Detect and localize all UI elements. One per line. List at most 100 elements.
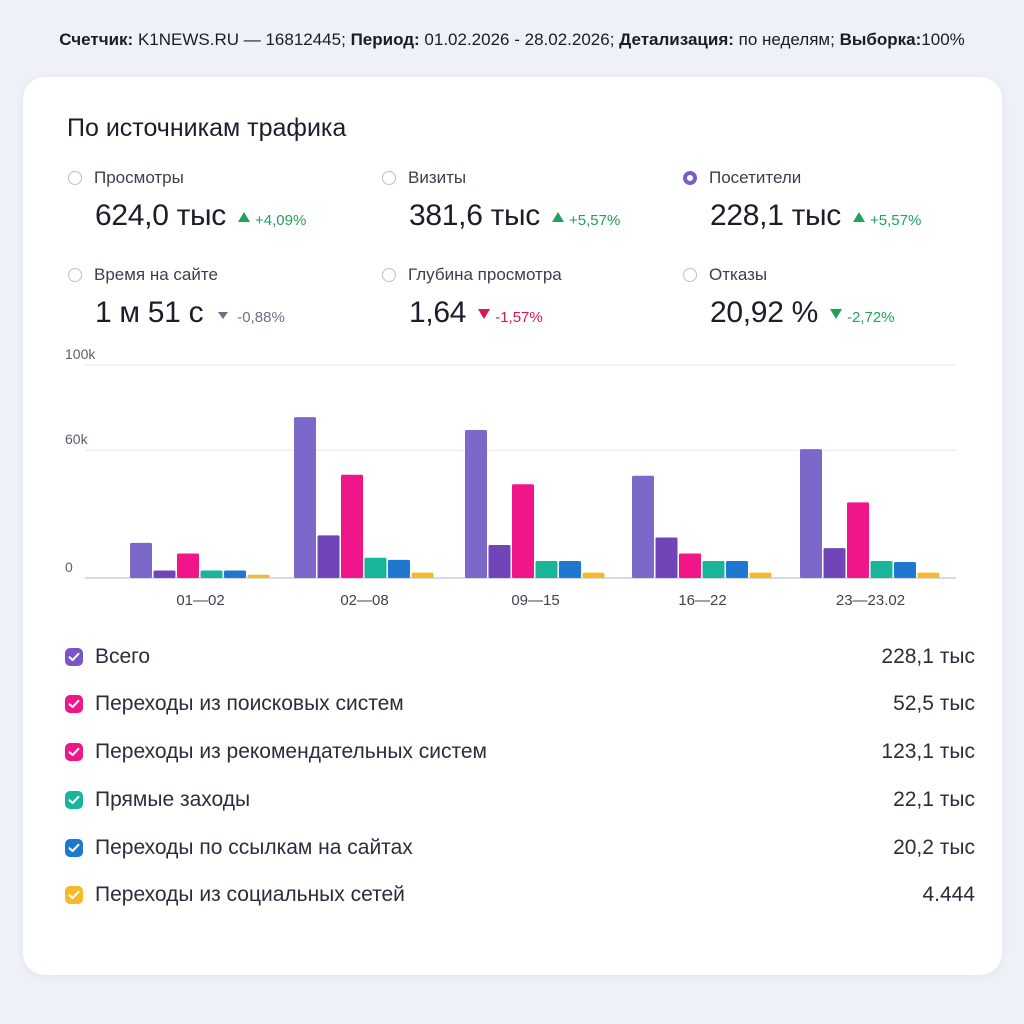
bar: [726, 560, 748, 578]
legend-value: 52,5 тыс: [893, 692, 975, 715]
legend-value: 20,2 тыс: [893, 836, 975, 859]
bar: [800, 449, 822, 578]
checkbox-icon[interactable]: [65, 839, 83, 857]
metric-radio[interactable]: [382, 171, 396, 185]
bar: [847, 502, 869, 578]
legend-item[interactable]: Всего 228,1 тыс: [65, 642, 975, 672]
bar: [200, 570, 223, 578]
metric-label: Время на сайте: [94, 265, 218, 284]
bar: [894, 562, 916, 578]
traffic-bar-chart: 100k 60k 0 01—02 02—08 09—15 16—22 23—23.02: [65, 346, 956, 609]
metric-radio[interactable]: [683, 268, 697, 282]
report-parameters: Счетчик: K1NEWS.RU — 16812445; Период: 0…: [0, 30, 1024, 50]
y-tick-label: 0: [65, 559, 73, 575]
metric-header: Отказы: [682, 264, 972, 286]
metric-row: 1 м 51 с -0,88%: [95, 296, 357, 330]
metric-5[interactable]: Отказы 20,92 % -2,72%: [682, 264, 972, 330]
detail-label: Детализация:: [619, 30, 734, 49]
legend-label: Переходы из рекомендательных систем: [95, 740, 487, 763]
bar: [388, 559, 410, 578]
legend-label: Переходы из социальных сетей: [95, 883, 405, 906]
legend-value: 123,1 тыс: [881, 740, 975, 763]
metric-label: Глубина просмотра: [408, 265, 562, 284]
metric-3[interactable]: Время на сайте 1 м 51 с -0,88%: [67, 264, 357, 330]
metric-row: 20,92 % -2,72%: [710, 296, 972, 330]
bar: [535, 560, 558, 578]
metric-row: 228,1 тыс +5,57%: [710, 199, 972, 233]
y-tick-label: 60k: [65, 431, 89, 447]
y-tick-label: 100k: [65, 346, 96, 362]
trend-down-icon: [478, 309, 491, 319]
x-tick-label: 01—02: [176, 592, 224, 609]
legend-item[interactable]: Прямые заходы 22,1 тыс: [65, 785, 975, 815]
legend-label: Переходы из поисковых систем: [95, 692, 404, 715]
sample-label: Выборка:: [839, 30, 922, 49]
metric-label: Визиты: [408, 168, 467, 187]
traffic-sources-card: По источникам трафика Просмотры 624,0 тыс…: [23, 77, 1002, 975]
checkbox-icon[interactable]: [65, 743, 83, 761]
trend-up-icon: [552, 212, 565, 222]
metric-0[interactable]: Просмотры 624,0 тыс +4,09%: [67, 167, 357, 233]
bar: [341, 474, 363, 578]
bar: [364, 557, 387, 578]
metric-row: 624,0 тыс +4,09%: [95, 199, 357, 233]
metric-2[interactable]: Посетители 228,1 тыс +5,57%: [682, 167, 972, 233]
metric-1[interactable]: Визиты 381,6 тыс +5,57%: [381, 167, 671, 233]
legend-value: 4.444: [922, 883, 975, 906]
trend-down-icon: [829, 309, 842, 319]
metric-header: Посетители: [682, 167, 972, 189]
metric-value: 624,0 тыс: [95, 199, 227, 232]
x-tick-label: 23—23.02: [836, 592, 905, 609]
bar: [465, 429, 487, 578]
metric-delta: -1,57%: [495, 309, 543, 326]
metric-delta: -2,72%: [846, 309, 895, 326]
bar: [870, 560, 893, 578]
bar: [411, 572, 434, 578]
legend-item[interactable]: Переходы из социальных сетей 4.444: [65, 880, 975, 910]
bar: [317, 535, 340, 578]
legend-item[interactable]: Переходы из поисковых систем 52,5 тыс: [65, 689, 975, 719]
x-tick-label: 02—08: [340, 592, 388, 609]
bar: [512, 484, 534, 578]
metric-value: 228,1 тыс: [710, 199, 842, 232]
checkbox-icon[interactable]: [65, 791, 83, 809]
legend-label: Прямые заходы: [95, 788, 251, 811]
metric-radio[interactable]: [68, 171, 82, 185]
metric-label: Посетители: [709, 168, 802, 187]
bar: [655, 537, 678, 578]
metric-value: 1,64: [409, 296, 467, 329]
metric-label: Отказы: [709, 265, 768, 284]
counter-label: Счетчик:: [59, 30, 134, 49]
metric-4[interactable]: Глубина просмотра 1,64 -1,57%: [381, 264, 671, 330]
checkbox-icon[interactable]: [65, 695, 83, 713]
legend-item[interactable]: Переходы по ссылкам на сайтах 20,2 тыс: [65, 833, 975, 863]
metric-radio[interactable]: [68, 268, 82, 282]
metric-label: Просмотры: [94, 168, 184, 187]
bar: [632, 475, 654, 578]
bar: [702, 560, 725, 578]
bar: [559, 560, 581, 578]
checkbox-icon[interactable]: [65, 886, 83, 904]
counter-value: K1NEWS.RU — 16812445;: [137, 30, 346, 49]
checkbox-icon[interactable]: [65, 648, 83, 666]
metric-delta: +5,57%: [870, 212, 922, 229]
x-tick-label: 09—15: [511, 592, 559, 609]
bar: [224, 570, 246, 578]
bar: [679, 553, 701, 578]
legend-label: Переходы по ссылкам на сайтах: [95, 836, 413, 859]
metric-header: Просмотры: [67, 167, 357, 189]
legend-label: Всего: [95, 645, 151, 668]
metric-value: 20,92 %: [710, 296, 818, 329]
legend-value: 228,1 тыс: [881, 645, 975, 668]
bar: [749, 572, 772, 578]
metric-radio[interactable]: [683, 171, 697, 185]
metric-delta: +5,57%: [569, 212, 621, 229]
bar: [130, 542, 152, 578]
legend-item[interactable]: Переходы из рекомендательных систем 123,1…: [65, 737, 975, 767]
metric-radio[interactable]: [382, 268, 396, 282]
metric-delta: +4,09%: [255, 212, 307, 229]
detail-value: по неделям;: [738, 30, 835, 49]
trend-up-icon: [238, 212, 251, 222]
metric-value: 1 м 51 с: [95, 296, 204, 329]
metric-row: 381,6 тыс +5,57%: [409, 199, 671, 233]
